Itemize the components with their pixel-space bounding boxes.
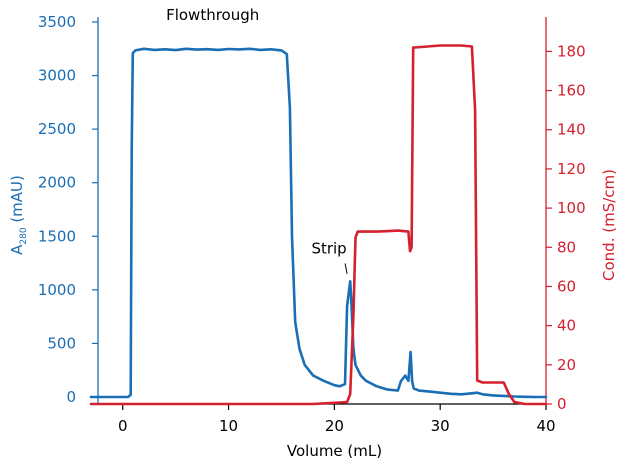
- right-tick-label: 40: [557, 317, 576, 335]
- right-tick-label: 0: [557, 395, 567, 413]
- left-tick-label: 2000: [38, 174, 76, 192]
- right-tick-label: 20: [557, 356, 576, 374]
- annotation-label: Strip: [311, 239, 346, 257]
- right-tick-label: 140: [557, 121, 586, 139]
- series-group: [89, 44, 548, 406]
- x-tick-label: 30: [431, 417, 450, 435]
- right-tick-label: 60: [557, 277, 576, 295]
- annotation-pointer-line: [344, 263, 348, 274]
- left-tick-label: 3500: [38, 13, 76, 31]
- left-tick-label: 3000: [38, 67, 76, 85]
- x-axis-title: Volume (mL): [287, 442, 382, 459]
- annotations-group: Flowthrough Strip: [166, 6, 348, 274]
- x-tick-label: 40: [536, 417, 555, 435]
- x-tick-label: 0: [118, 417, 128, 435]
- right-tick-label: 160: [557, 82, 586, 100]
- axes-group: 0 10 20 30 400500100015002000250030003500020…: [8, 13, 618, 459]
- annotation-label: Flowthrough: [166, 6, 259, 24]
- absorbance-series-line: [89, 47, 548, 399]
- left-tick-label: 0: [66, 388, 76, 406]
- left-axis-title: A280 (mAU): [8, 175, 29, 255]
- left-tick-label: 500: [47, 334, 76, 352]
- right-tick-label: 80: [557, 238, 576, 256]
- left-tick-label: 1000: [38, 281, 76, 299]
- conductivity-series-line: [89, 44, 548, 406]
- right-tick-label: 100: [557, 199, 586, 217]
- right-axis-title: Cond. (mS/cm): [600, 169, 618, 281]
- x-tick-label: 10: [219, 417, 238, 435]
- x-tick-label: 20: [325, 417, 344, 435]
- left-tick-label: 1500: [38, 227, 76, 245]
- right-tick-label: 120: [557, 160, 586, 178]
- right-tick-label: 180: [557, 42, 586, 60]
- left-tick-label: 2500: [38, 120, 76, 138]
